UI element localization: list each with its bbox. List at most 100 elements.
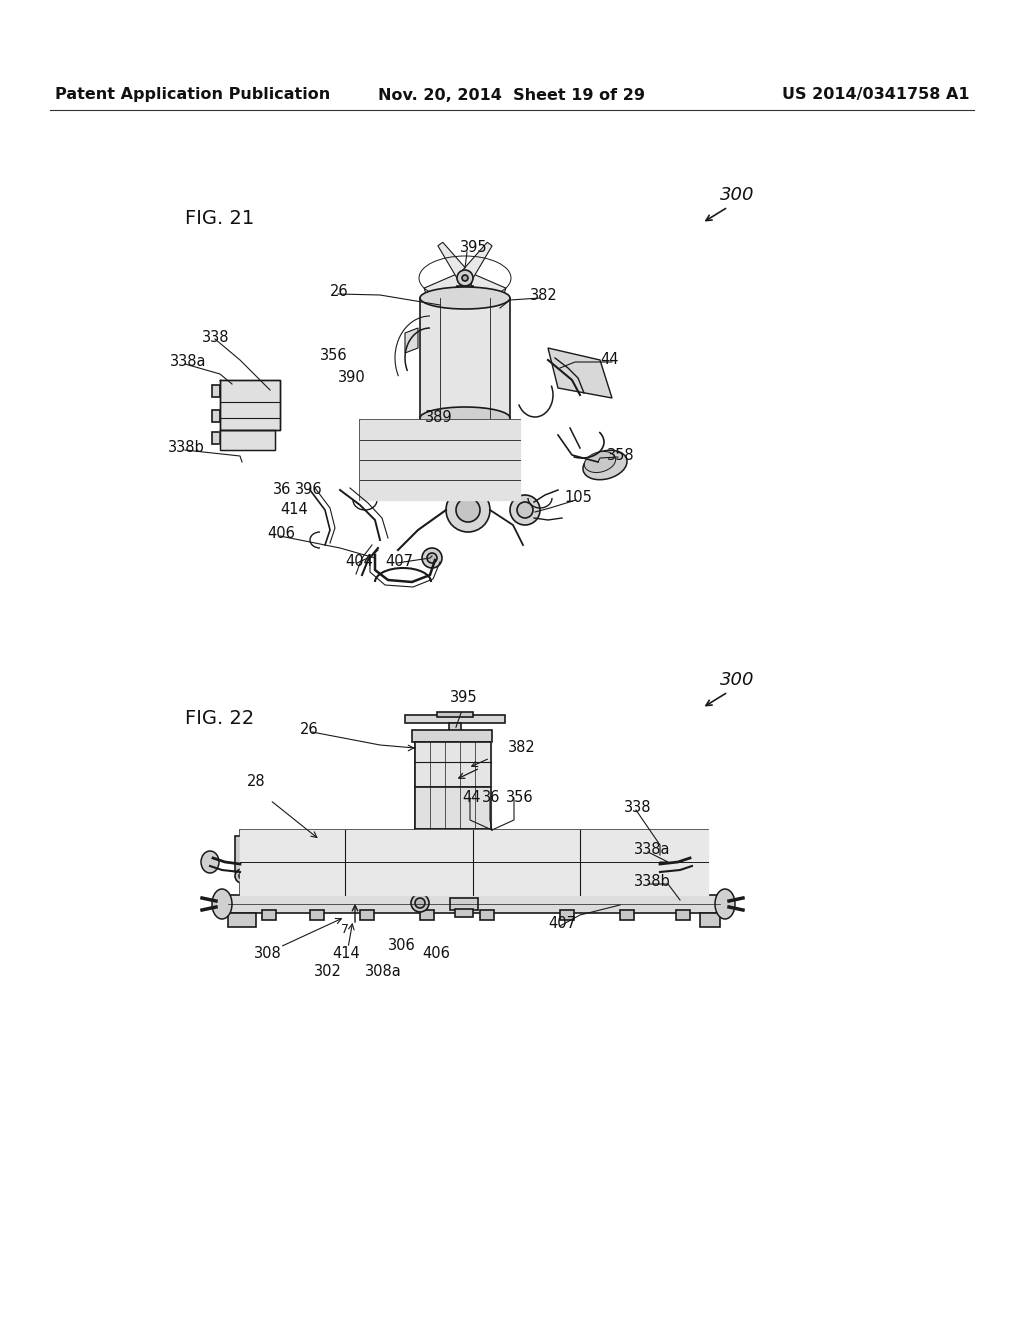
- Bar: [480, 909, 494, 920]
- Ellipse shape: [583, 450, 627, 479]
- Bar: [450, 898, 478, 909]
- Polygon shape: [240, 830, 708, 895]
- PathPatch shape: [438, 243, 471, 282]
- Bar: [420, 909, 434, 920]
- Text: US 2014/0341758 A1: US 2014/0341758 A1: [782, 87, 970, 103]
- Circle shape: [411, 894, 429, 912]
- Bar: [620, 909, 634, 920]
- Polygon shape: [220, 430, 275, 450]
- Ellipse shape: [599, 845, 637, 879]
- Circle shape: [481, 455, 489, 465]
- Text: 36: 36: [482, 791, 501, 805]
- Circle shape: [462, 275, 468, 281]
- Text: 407: 407: [385, 554, 413, 569]
- Bar: [212, 385, 220, 397]
- Circle shape: [446, 488, 490, 532]
- PathPatch shape: [424, 272, 467, 294]
- Text: 105: 105: [564, 491, 592, 506]
- Text: 26: 26: [300, 722, 318, 738]
- Ellipse shape: [715, 888, 735, 919]
- Text: Patent Application Publication: Patent Application Publication: [55, 87, 331, 103]
- Circle shape: [510, 495, 540, 525]
- Bar: [415, 787, 490, 829]
- Text: 389: 389: [425, 411, 453, 425]
- Bar: [212, 432, 220, 444]
- Bar: [420, 298, 510, 418]
- Bar: [406, 715, 505, 723]
- Circle shape: [432, 451, 449, 469]
- Bar: [648, 840, 670, 869]
- Text: 308a: 308a: [365, 965, 401, 979]
- Polygon shape: [360, 420, 520, 500]
- Text: 404: 404: [345, 554, 373, 569]
- Text: 390: 390: [338, 371, 366, 385]
- Circle shape: [387, 451, 403, 469]
- Bar: [415, 787, 490, 829]
- Circle shape: [415, 898, 425, 908]
- Text: 406: 406: [422, 946, 450, 961]
- Circle shape: [422, 548, 442, 568]
- Circle shape: [427, 553, 437, 564]
- Text: 407: 407: [548, 916, 575, 932]
- Ellipse shape: [420, 286, 510, 309]
- Text: 406: 406: [267, 527, 295, 541]
- Text: 358: 358: [607, 447, 635, 462]
- Ellipse shape: [267, 838, 319, 886]
- Text: 338a: 338a: [170, 355, 207, 370]
- Polygon shape: [220, 380, 280, 430]
- Bar: [415, 742, 490, 787]
- Text: 338b: 338b: [168, 441, 205, 455]
- Bar: [228, 895, 720, 913]
- Bar: [240, 840, 262, 869]
- Text: 382: 382: [530, 289, 558, 304]
- PathPatch shape: [460, 243, 493, 282]
- Text: 395: 395: [460, 240, 487, 256]
- Bar: [360, 420, 520, 500]
- Bar: [676, 909, 690, 920]
- Text: 414: 414: [332, 946, 359, 961]
- PathPatch shape: [548, 348, 612, 399]
- Ellipse shape: [585, 451, 615, 473]
- Text: 44: 44: [462, 791, 480, 805]
- Ellipse shape: [274, 845, 312, 879]
- Text: 338a: 338a: [634, 842, 671, 858]
- PathPatch shape: [458, 279, 472, 319]
- Bar: [560, 909, 574, 920]
- Text: 300: 300: [720, 186, 755, 205]
- Ellipse shape: [212, 888, 232, 919]
- Ellipse shape: [608, 853, 628, 871]
- Circle shape: [457, 271, 473, 286]
- Bar: [228, 913, 256, 927]
- Text: 26: 26: [330, 285, 348, 300]
- Ellipse shape: [420, 407, 510, 429]
- Text: 414: 414: [280, 503, 308, 517]
- Polygon shape: [415, 742, 490, 787]
- Circle shape: [391, 455, 399, 465]
- Bar: [240, 830, 708, 895]
- Ellipse shape: [592, 838, 644, 886]
- Bar: [360, 909, 374, 920]
- Text: 36: 36: [273, 483, 292, 498]
- PathPatch shape: [463, 272, 506, 294]
- Text: Nov. 20, 2014  Sheet 19 of 29: Nov. 20, 2014 Sheet 19 of 29: [379, 87, 645, 103]
- Bar: [653, 836, 671, 873]
- Bar: [455, 909, 473, 917]
- Bar: [415, 742, 490, 787]
- Text: FIG. 21: FIG. 21: [185, 209, 254, 227]
- Bar: [457, 286, 473, 304]
- Text: 338b: 338b: [634, 874, 671, 890]
- Text: 338: 338: [624, 800, 651, 816]
- Bar: [453, 302, 477, 312]
- Text: 28: 28: [247, 775, 265, 789]
- Bar: [412, 730, 492, 742]
- Text: 306: 306: [388, 939, 416, 953]
- Bar: [310, 909, 324, 920]
- Text: 382: 382: [508, 741, 536, 755]
- Circle shape: [234, 869, 249, 883]
- Bar: [415, 829, 490, 854]
- Bar: [449, 723, 461, 737]
- Polygon shape: [415, 787, 490, 829]
- Text: 356: 356: [319, 347, 347, 363]
- Text: 356: 356: [506, 791, 534, 805]
- Text: 7: 7: [341, 923, 349, 936]
